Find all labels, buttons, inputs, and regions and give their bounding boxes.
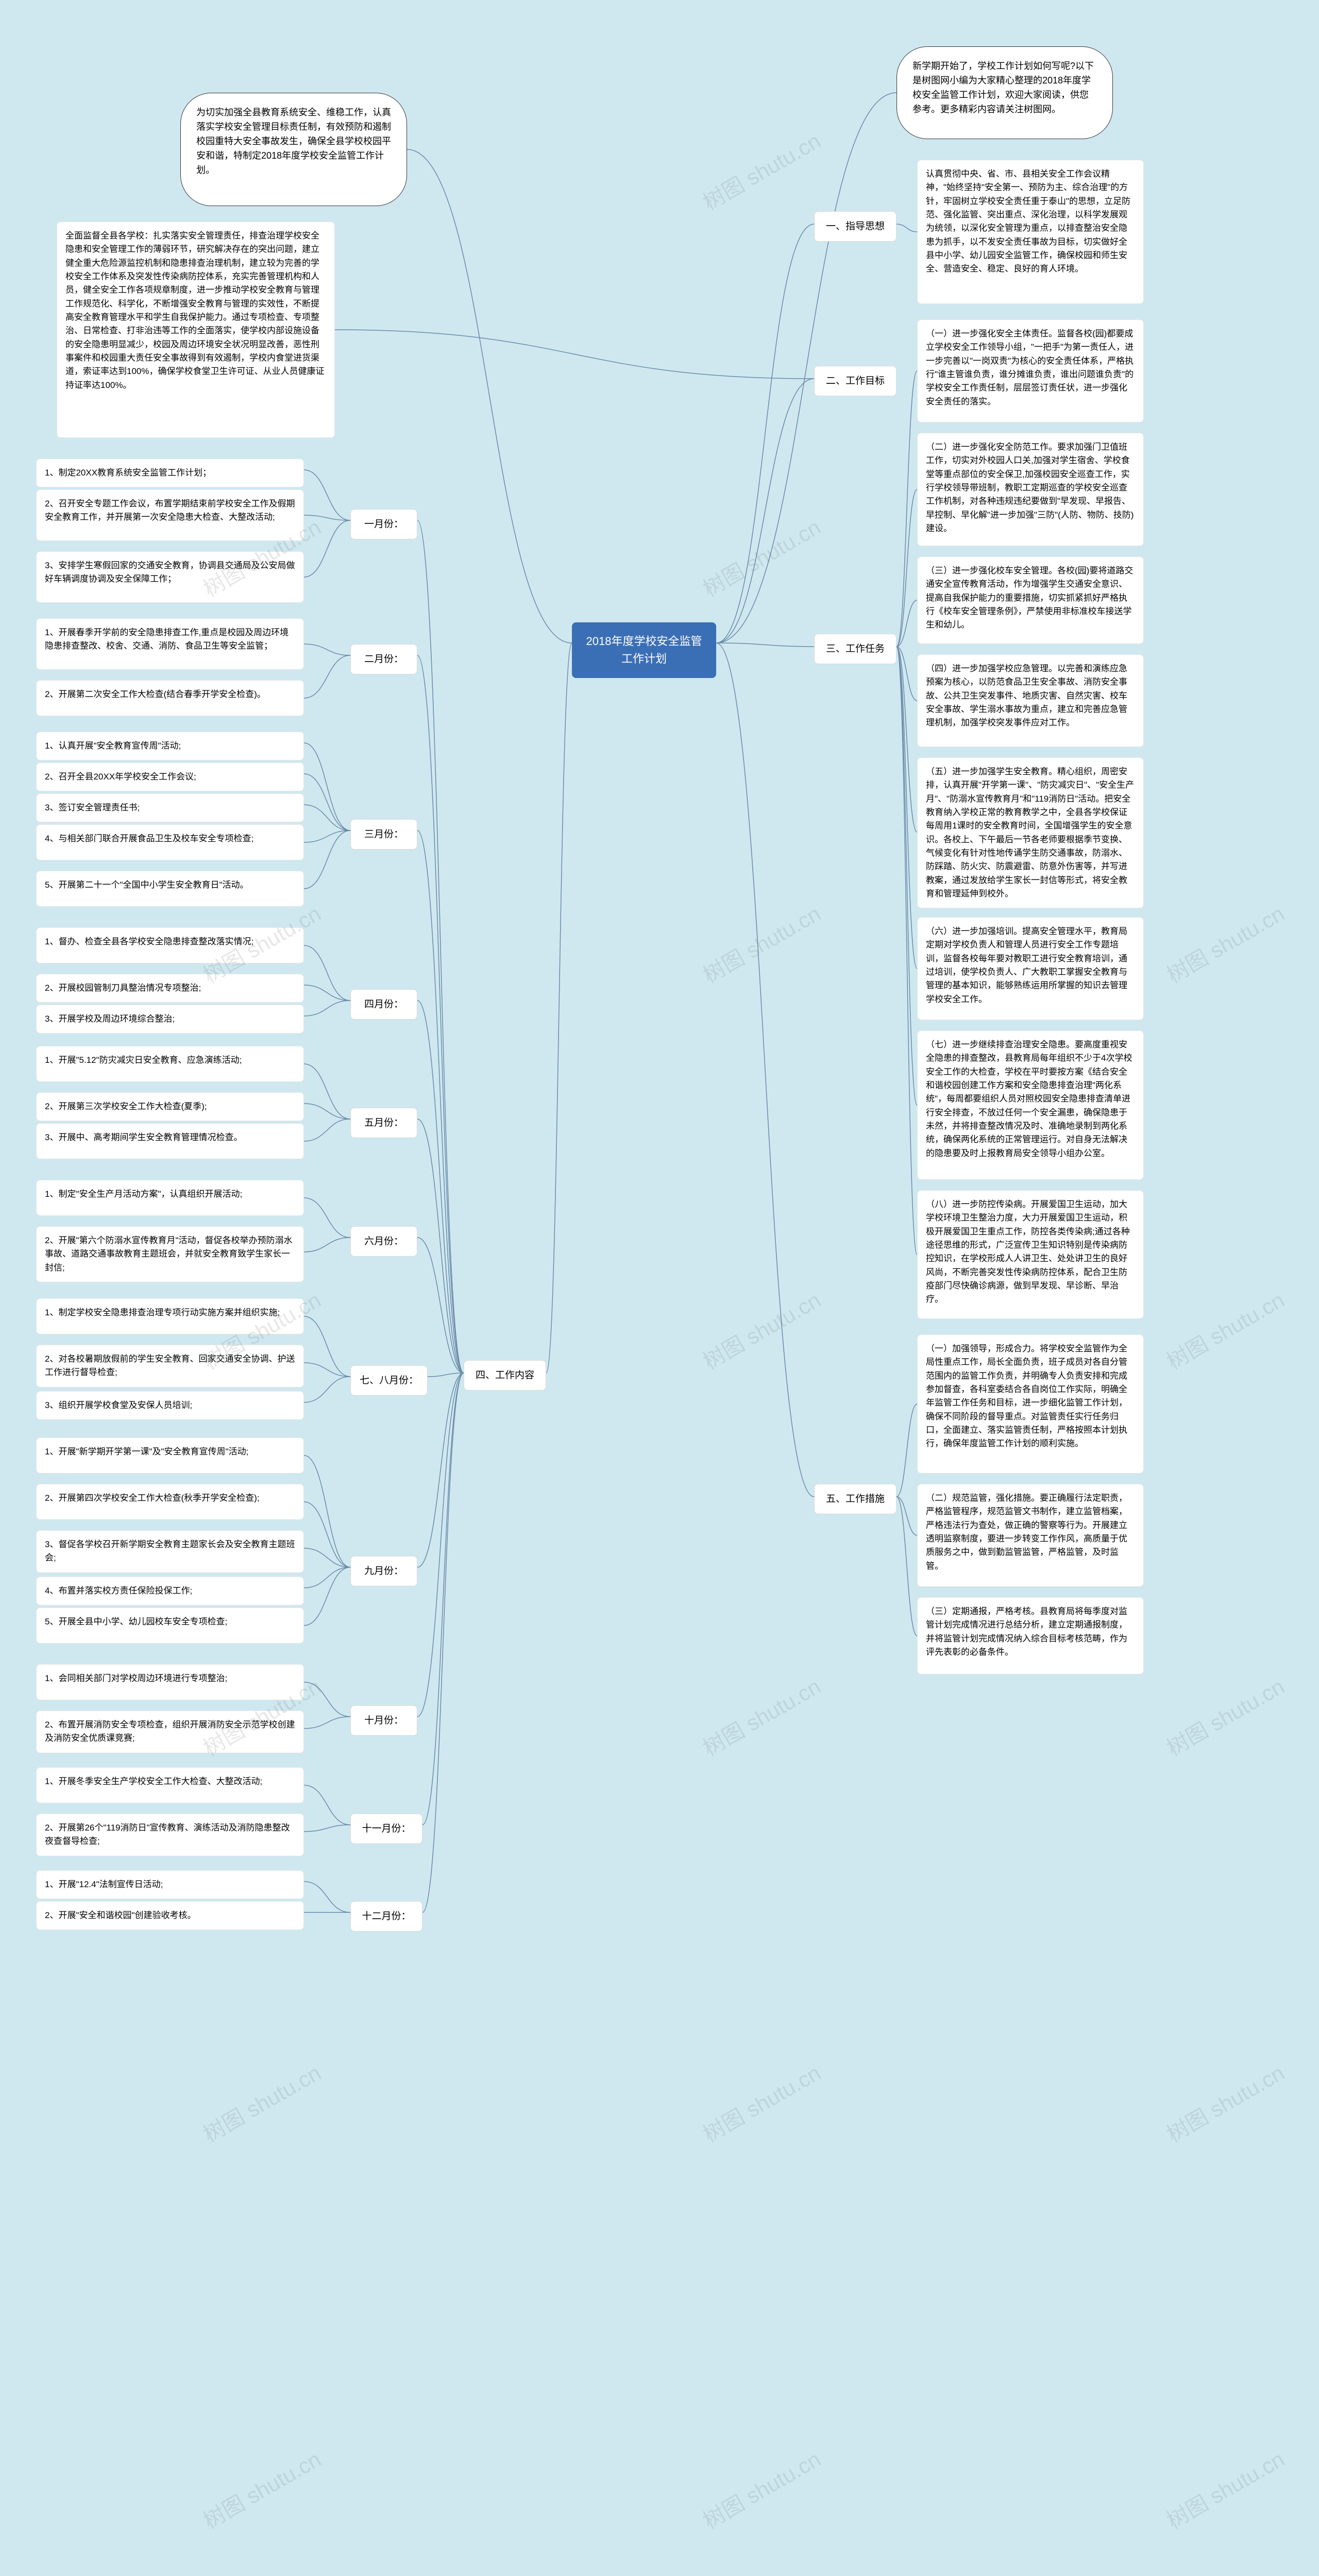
section-s3: 三、工作任务 bbox=[814, 634, 897, 664]
month-4: 五月份： bbox=[350, 1108, 417, 1138]
watermark: 树图 shutu.cn bbox=[1160, 1669, 1290, 1762]
section-s4: 四、工作内容 bbox=[464, 1360, 546, 1391]
month-2-item-4: 5、开展第二十一个"全国中小学生安全教育日"活动。 bbox=[36, 871, 304, 907]
month-4-item-1: 2、开展第三次学校安全工作大检查(夏季); bbox=[36, 1092, 304, 1121]
month-5: 六月份： bbox=[350, 1226, 417, 1257]
month-2-item-3: 4、与相关部门联合开展食品卫生及校车安全专项检查; bbox=[36, 824, 304, 860]
watermark: 树图 shutu.cn bbox=[1160, 2056, 1290, 2148]
month-8-item-1: 2、布置开展消防安全专项检查，组织开展消防安全示范学校创建及消防安全优质课竞赛; bbox=[36, 1710, 304, 1753]
month-10: 十二月份： bbox=[350, 1901, 422, 1931]
month-0-item-2: 3、安排学生寒假回家的交通安全教育，协调县交通局及公安局做好车辆调度协调及安全保… bbox=[36, 551, 304, 603]
month-5-item-0: 1、制定"安全生产月活动方案"，认真组织开展活动; bbox=[36, 1180, 304, 1216]
month-8: 十月份： bbox=[350, 1705, 417, 1736]
left-intro-node: 为切实加强全县教育系统安全、维稳工作，认真落实学校安全管理目标责任制，有效预防和… bbox=[180, 93, 407, 206]
leaf-s3-6: （七）进一步继续排查治理安全隐患。要高度重视安全隐患的排查整改，县教育局每年组织… bbox=[917, 1030, 1144, 1180]
month-10-item-1: 2、开展"安全和谐校园"创建验收考核。 bbox=[36, 1901, 304, 1930]
watermark: 树图 shutu.cn bbox=[697, 1669, 826, 1762]
month-2: 三月份： bbox=[350, 819, 417, 850]
month-4-item-2: 3、开展中、高考期间学生安全教育管理情况检查。 bbox=[36, 1123, 304, 1159]
month-6-item-0: 1、制定学校安全隐患排查治理专项行动实施方案并组织实施; bbox=[36, 1298, 304, 1334]
watermark: 树图 shutu.cn bbox=[697, 1283, 826, 1376]
leaf-s3-3: （四）进一步加强学校应急管理。以完善和演练应急预案为核心，以防范食品卫生安全事故… bbox=[917, 654, 1144, 747]
watermark: 树图 shutu.cn bbox=[197, 2056, 326, 2148]
watermark: 树图 shutu.cn bbox=[697, 124, 826, 216]
watermark: 树图 shutu.cn bbox=[1160, 1283, 1290, 1376]
left-intro-text: 为切实加强全县教育系统安全、维稳工作，认真落实学校安全管理目标责任制，有效预防和… bbox=[196, 107, 391, 175]
watermark: 树图 shutu.cn bbox=[697, 2056, 826, 2148]
watermark: 树图 shutu.cn bbox=[1160, 2442, 1290, 2535]
month-3-item-1: 2、开展校园管制刀具整治情况专项整治; bbox=[36, 974, 304, 1003]
leaf-s3-7: （八）进一步防控传染病。开展爱国卫生运动，加大学校环境卫生整治力度，大力开展爱国… bbox=[917, 1190, 1144, 1319]
leaf-s3-5: （六）进一步加强培训。提高安全管理水平，教育局定期对学校负责人和管理人员进行安全… bbox=[917, 917, 1144, 1020]
month-10-item-0: 1、开展"12.4"法制宣传日活动; bbox=[36, 1870, 304, 1899]
section-s5: 五、工作措施 bbox=[814, 1484, 897, 1514]
leaf-s2-0: 全面监督全县各学校：扎实落实安全管理责任，排查治理学校安全隐患和安全管理工作的薄… bbox=[57, 222, 335, 438]
month-3-item-2: 3、开展学校及周边环境综合整治; bbox=[36, 1005, 304, 1033]
month-1-item-0: 1、开展春季开学前的安全隐患排查工作,重点是校园及周边环境隐患排查整改、校舍、交… bbox=[36, 618, 304, 670]
month-0-item-0: 1、制定20XX教育系统安全监管工作计划； bbox=[36, 459, 304, 487]
right-intro-text: 新学期开始了，学校工作计划如何写呢?以下是树图网小编为大家精心整理的2018年度… bbox=[912, 61, 1094, 114]
month-3-item-0: 1、督办、检查全县各学校安全隐患排查整改落实情况; bbox=[36, 927, 304, 963]
leaf-s3-0: （一）进一步强化安全主体责任。监督各校(园)都要成立学校安全工作领导小组，"一把… bbox=[917, 319, 1144, 422]
watermark: 树图 shutu.cn bbox=[697, 896, 826, 989]
month-8-item-0: 1、会同相关部门对学校周边环境进行专项整治; bbox=[36, 1664, 304, 1700]
month-1: 二月份： bbox=[350, 644, 417, 674]
leaf-s3-1: （二）进一步强化安全防范工作。要求加强门卫值班工作，切实对外校园人口关,加强对学… bbox=[917, 433, 1144, 546]
month-6: 七、八月份： bbox=[350, 1365, 428, 1396]
right-intro-node: 新学期开始了，学校工作计划如何写呢?以下是树图网小编为大家精心整理的2018年度… bbox=[897, 46, 1113, 139]
month-2-item-1: 2、召开全县20XX年学校安全工作会议; bbox=[36, 762, 304, 791]
watermark: 树图 shutu.cn bbox=[697, 2442, 826, 2535]
root-text: 2018年度学校安全监管工作计划 bbox=[586, 635, 702, 665]
leaf-s5-2: （三）定期通报，严格考核。县教育局将每季度对监管计划完成情况进行总结分析，建立定… bbox=[917, 1597, 1144, 1674]
month-7-item-4: 5、开展全县中小学、幼儿园校车安全专项检查; bbox=[36, 1607, 304, 1643]
month-7-item-0: 1、开展"新学期开学第一课"及"安全教育宣传周"活动; bbox=[36, 1437, 304, 1473]
month-7-item-3: 4、布置并落实校方责任保险投保工作; bbox=[36, 1577, 304, 1605]
leaf-s3-2: （三）进一步强化校车安全管理。各校(园)要将道路交通安全宣传教育活动，作为增强学… bbox=[917, 556, 1144, 644]
month-7-item-2: 3、督促各学校召开新学期安全教育主题家长会及安全教育主题班会; bbox=[36, 1530, 304, 1573]
mindmap-root: 2018年度学校安全监管工作计划 bbox=[572, 622, 716, 678]
month-2-item-2: 3、签订安全管理责任书; bbox=[36, 793, 304, 822]
leaf-s1-0: 认真贯彻中央、省、市、县相关安全工作会议精神，"始终坚持"安全第一、预防为主、综… bbox=[917, 160, 1144, 304]
month-9-item-0: 1、开展冬季安全生产学校安全工作大检查、大整改活动; bbox=[36, 1767, 304, 1803]
section-s2: 二、工作目标 bbox=[814, 366, 897, 396]
month-0: 一月份： bbox=[350, 509, 417, 539]
month-7-item-1: 2、开展第四次学校安全工作大检查(秋季开学安全检查); bbox=[36, 1484, 304, 1520]
watermark: 树图 shutu.cn bbox=[1160, 896, 1290, 989]
section-s1: 一、指导思想 bbox=[814, 211, 897, 242]
watermark: 树图 shutu.cn bbox=[697, 510, 826, 603]
month-4-item-0: 1、开展"5.12"防灾减灾日安全教育、应急演练活动; bbox=[36, 1046, 304, 1082]
month-7: 九月份： bbox=[350, 1556, 417, 1586]
leaf-s3-4: （五）进一步加强学生安全教育。精心组织，周密安排，认真开展"开学第一课"、"防灾… bbox=[917, 757, 1144, 908]
month-9-item-1: 2、开展第26个"119消防日"宣传教育、演练活动及消防隐患整改夜查督导检查; bbox=[36, 1814, 304, 1856]
month-2-item-0: 1、认真开展"安全教育宣传周"活动; bbox=[36, 732, 304, 760]
month-6-item-1: 2、对各校暑期放假前的学生安全教育、回家交通安全协调、护送工作进行督导检查; bbox=[36, 1345, 304, 1387]
watermark: 树图 shutu.cn bbox=[197, 2442, 326, 2535]
leaf-s5-0: （一）加强领导，形成合力。将学校安全监管作为全局性重点工作，局长全面负责，班子成… bbox=[917, 1334, 1144, 1473]
leaf-s5-1: （二）规范监管，强化措施。要正确履行法定职责，严格监管程序，规范监管文书制作，建… bbox=[917, 1484, 1144, 1587]
month-9: 十一月份： bbox=[350, 1814, 422, 1844]
month-5-item-1: 2、开展"第六个防溺水宣传教育月"活动，督促各校举办预防溺水事故、道路交通事故教… bbox=[36, 1226, 304, 1282]
month-6-item-2: 3、组织开展学校食堂及安保人员培训; bbox=[36, 1391, 304, 1420]
month-1-item-1: 2、开展第二次安全工作大检查(结合春季开学安全检查)。 bbox=[36, 680, 304, 716]
month-0-item-1: 2、召开安全专题工作会议，布置学期结束前学校安全工作及假期安全教育工作，并开展第… bbox=[36, 489, 304, 541]
month-3: 四月份： bbox=[350, 989, 417, 1020]
